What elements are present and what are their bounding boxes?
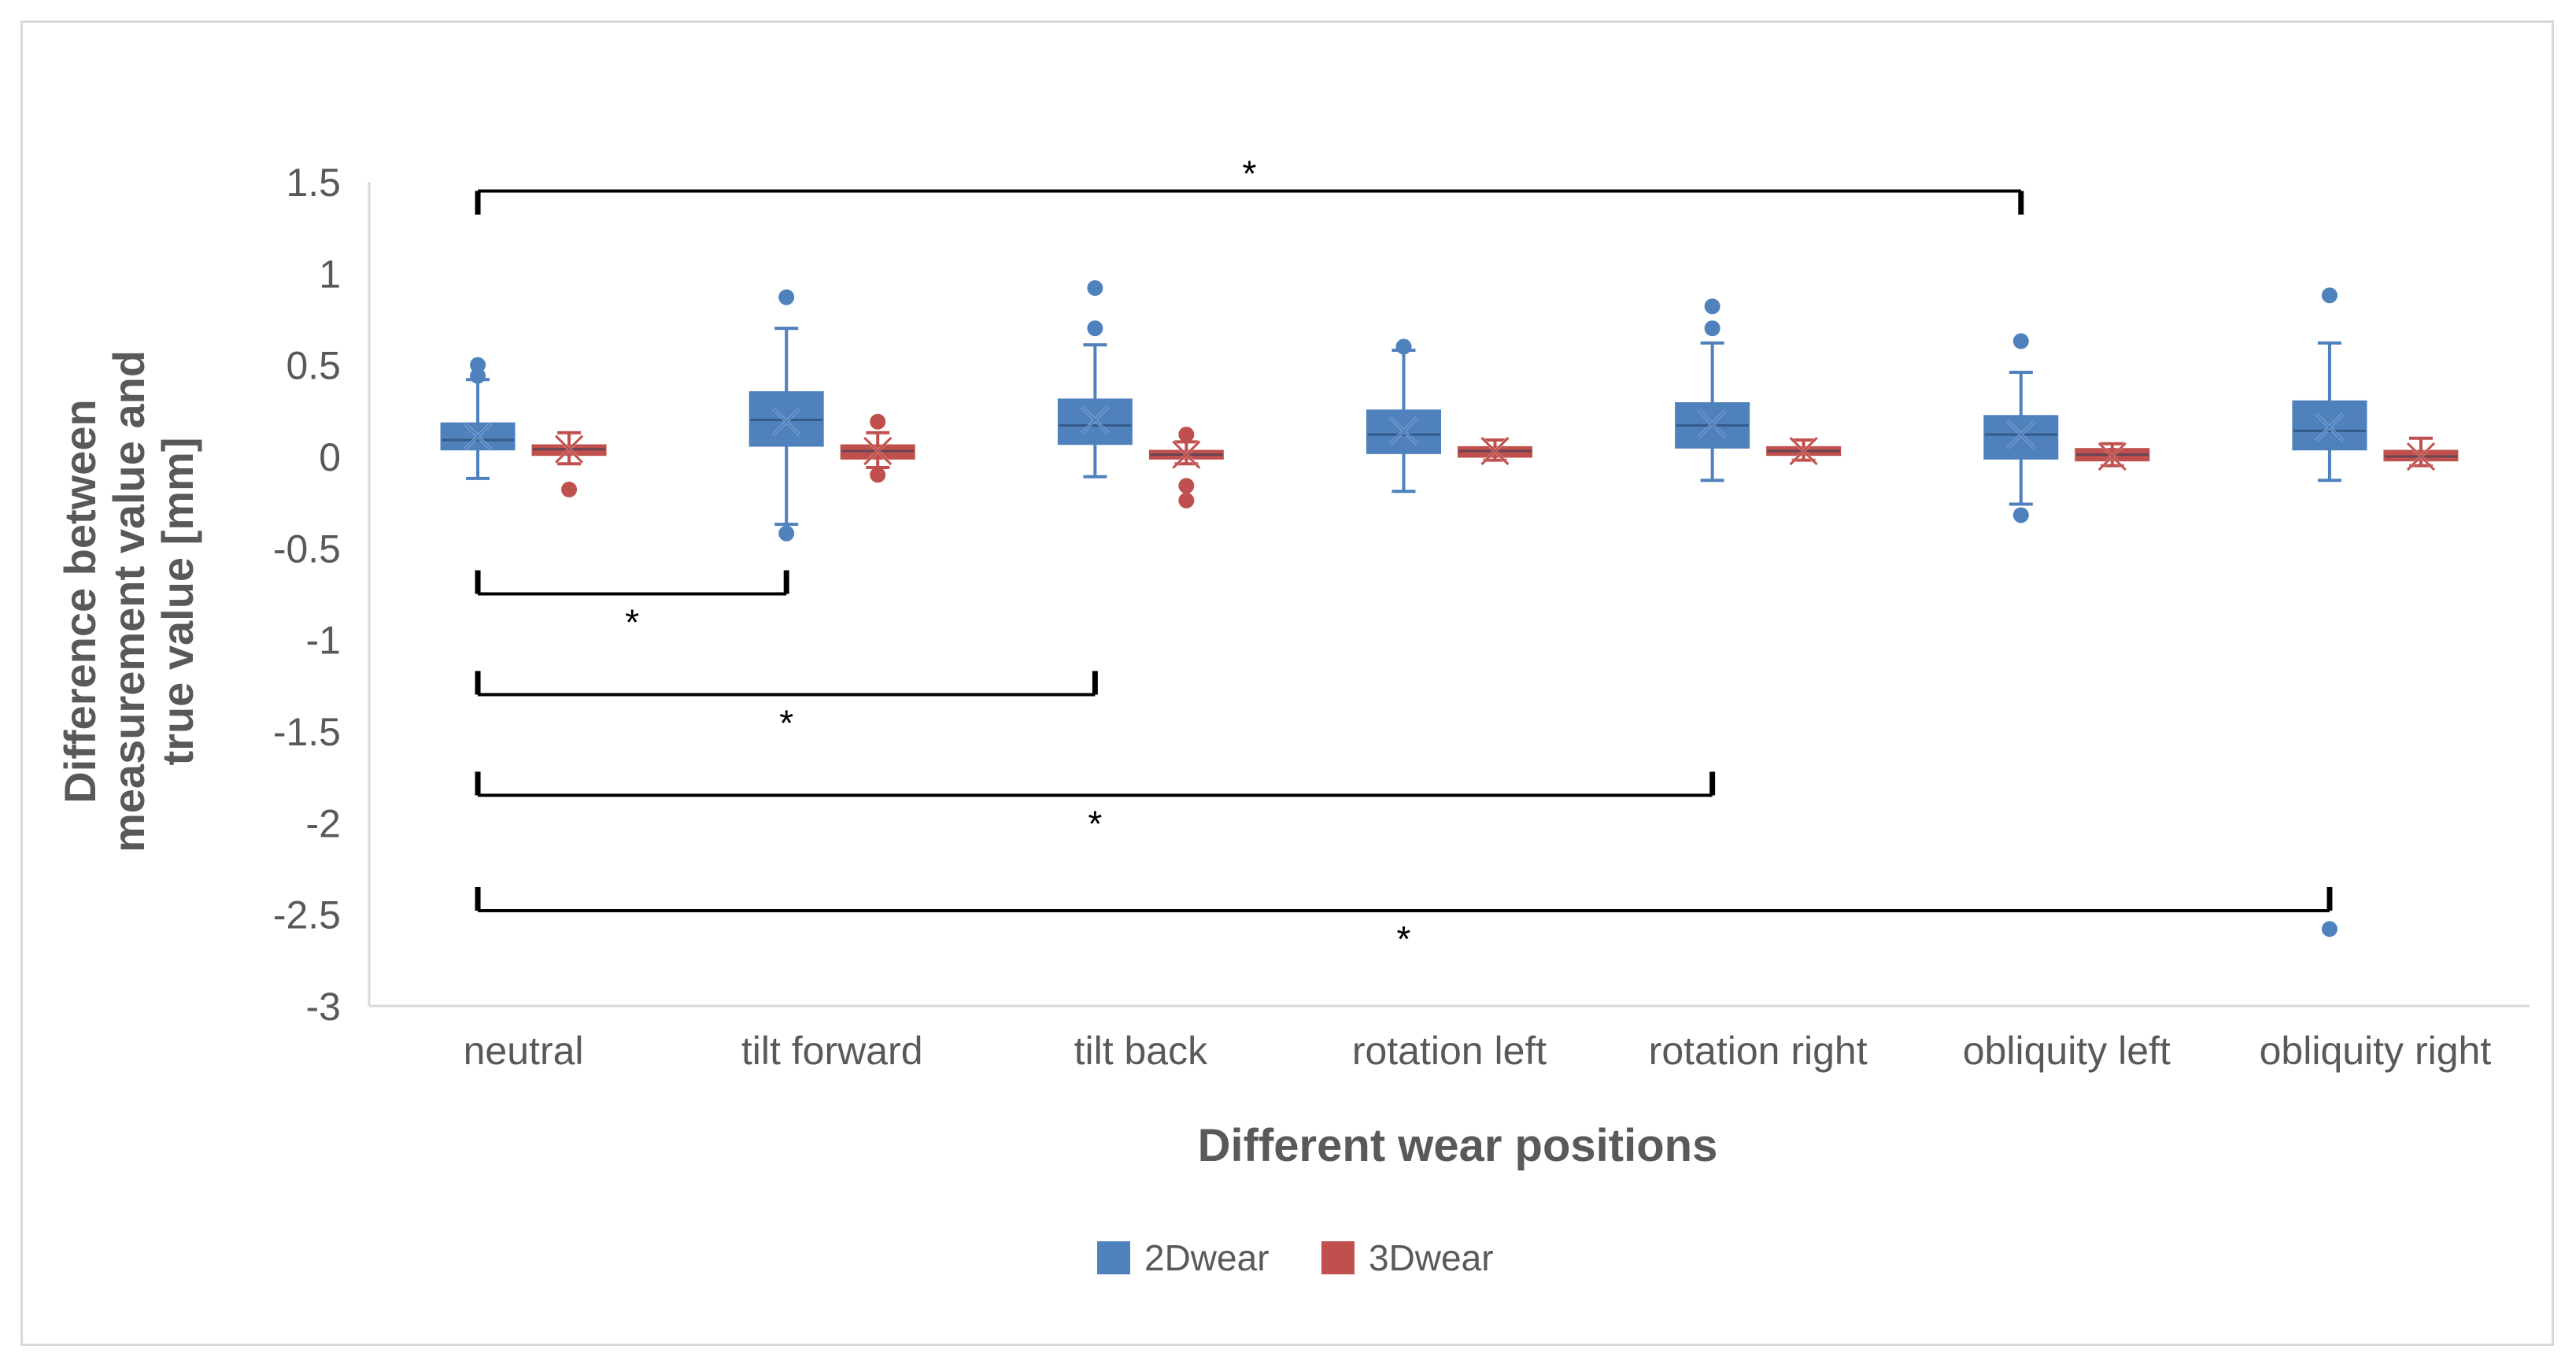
box-2dwear-2 bbox=[1057, 279, 1133, 479]
significance-bracket-3: * bbox=[475, 771, 1716, 844]
box-3dwear-2 bbox=[1148, 427, 1224, 508]
box-3dwear-1 bbox=[840, 413, 915, 483]
y-tick-label: -2.5 bbox=[273, 893, 341, 937]
y-tick-label: -0.5 bbox=[273, 527, 341, 571]
significance-star: * bbox=[625, 602, 639, 643]
box-2dwear-6 bbox=[2292, 287, 2367, 937]
outlier-point bbox=[870, 413, 886, 430]
outlier-point bbox=[2321, 287, 2338, 304]
x-tick-label: rotation left bbox=[1352, 1029, 1547, 1073]
legend-swatch bbox=[1097, 1241, 1130, 1274]
box-3dwear-0 bbox=[531, 431, 607, 497]
mean-marker bbox=[2315, 412, 2344, 442]
legend-label: 2Dwear bbox=[1144, 1237, 1270, 1278]
box-plot-chart: 1.5 1 0.5 0 -0.5 -1 -1.5 -2 -2.5 -3 neutral tilt f… bbox=[55, 153, 2530, 1278]
legend: 2Dwear 3Dwear bbox=[1097, 1237, 1494, 1278]
x-tick-label: obliquity left bbox=[1963, 1029, 2171, 1073]
significance-bracket-2: * bbox=[475, 671, 1098, 743]
chart-frame: 1.5 1 0.5 0 -0.5 -1 -1.5 -2 -2.5 -3 neutral tilt f… bbox=[20, 20, 2554, 1346]
series-3dwear bbox=[531, 413, 2459, 508]
y-axis-label-line: Difference between bbox=[55, 399, 105, 804]
significance-star: * bbox=[1242, 153, 1256, 194]
mean-marker bbox=[863, 436, 893, 466]
axes bbox=[368, 182, 2530, 1008]
significance-bracket-0: * bbox=[475, 153, 2024, 215]
y-tick-label: -1.5 bbox=[273, 710, 341, 754]
mean-marker bbox=[1172, 440, 1201, 469]
y-axis-label: Difference between measurement value and t… bbox=[55, 350, 202, 852]
mean-marker bbox=[464, 422, 493, 451]
mean-marker bbox=[2006, 420, 2035, 449]
y-tick-label: -1 bbox=[306, 619, 341, 663]
x-tick-label: tilt forward bbox=[741, 1029, 923, 1073]
y-tick-label: 1.5 bbox=[286, 161, 341, 205]
x-tick-label: obliquity right bbox=[2260, 1029, 2492, 1073]
box-2dwear-3 bbox=[1366, 338, 1441, 494]
mean-marker bbox=[1389, 416, 1418, 446]
x-tick-label: neutral bbox=[464, 1029, 584, 1073]
mean-marker bbox=[1480, 436, 1510, 466]
box-iqr bbox=[1983, 415, 2059, 460]
box-2dwear-5 bbox=[1983, 333, 2059, 523]
outlier-point bbox=[2321, 921, 2338, 937]
significance-bracket-1: * bbox=[475, 570, 789, 643]
significance-star: * bbox=[1397, 919, 1411, 959]
outlier-point bbox=[1704, 298, 1720, 315]
outlier-point bbox=[778, 289, 795, 305]
mean-marker bbox=[555, 434, 584, 464]
legend-item-3dwear: 3Dwear bbox=[1321, 1237, 1494, 1278]
outlier-point bbox=[870, 467, 886, 483]
y-tick-label: 1 bbox=[319, 252, 341, 296]
box-iqr bbox=[440, 422, 516, 451]
outlier-point bbox=[1704, 320, 1720, 337]
outlier-point bbox=[470, 357, 486, 373]
legend-item-2dwear: 2Dwear bbox=[1097, 1237, 1270, 1278]
box-3dwear-3 bbox=[1458, 436, 1532, 466]
mean-marker bbox=[1698, 409, 1727, 438]
box-series bbox=[440, 279, 2459, 937]
significance-bracket-4: * bbox=[475, 887, 2333, 959]
outlier-point bbox=[470, 368, 486, 384]
outlier-point bbox=[1395, 338, 1412, 355]
box-3dwear-4 bbox=[1766, 436, 1842, 466]
y-tick-label: 0 bbox=[319, 435, 341, 479]
mean-marker bbox=[2097, 442, 2127, 471]
y-tick-labels: 1.5 1 0.5 0 -0.5 -1 -1.5 -2 -2.5 -3 bbox=[273, 161, 341, 1029]
box-2dwear-4 bbox=[1675, 298, 1750, 482]
mean-marker bbox=[1789, 436, 1818, 466]
outlier-point bbox=[2012, 507, 2029, 523]
mean-marker bbox=[772, 407, 801, 436]
box-2dwear-0 bbox=[440, 357, 516, 480]
outlier-point bbox=[1178, 478, 1195, 494]
outlier-point bbox=[1087, 320, 1103, 337]
y-axis-label-line: measurement value and bbox=[104, 350, 153, 852]
y-tick-label: -3 bbox=[306, 985, 341, 1029]
series-2dwear bbox=[440, 279, 2367, 937]
x-tick-labels: neutral tilt forward tilt back rotation lef… bbox=[464, 1029, 2492, 1073]
outlier-point bbox=[778, 525, 795, 542]
legend-label: 3Dwear bbox=[1369, 1237, 1494, 1278]
outlier-point bbox=[1178, 492, 1195, 508]
box-3dwear-5 bbox=[2075, 442, 2150, 471]
outlier-point bbox=[2012, 333, 2029, 349]
x-axis-label: Different wear positions bbox=[1198, 1120, 1718, 1171]
y-tick-label: 0.5 bbox=[286, 344, 341, 388]
outlier-point bbox=[1178, 427, 1195, 443]
legend-swatch bbox=[1321, 1241, 1355, 1274]
significance-star: * bbox=[1088, 803, 1102, 844]
outlier-point bbox=[561, 481, 578, 497]
mean-marker bbox=[2406, 442, 2435, 471]
y-tick-label: -2 bbox=[306, 801, 341, 845]
significance-star: * bbox=[779, 702, 793, 743]
y-axis-label-line: true value [mm] bbox=[153, 438, 202, 766]
x-tick-label: tilt back bbox=[1074, 1029, 1209, 1073]
mean-marker bbox=[1081, 405, 1110, 434]
outlier-point bbox=[1087, 279, 1103, 296]
box-2dwear-1 bbox=[748, 289, 824, 542]
box-3dwear-6 bbox=[2383, 436, 2459, 471]
significance-brackets: * * * * * bbox=[475, 153, 2333, 959]
x-tick-label: rotation right bbox=[1649, 1029, 1868, 1073]
